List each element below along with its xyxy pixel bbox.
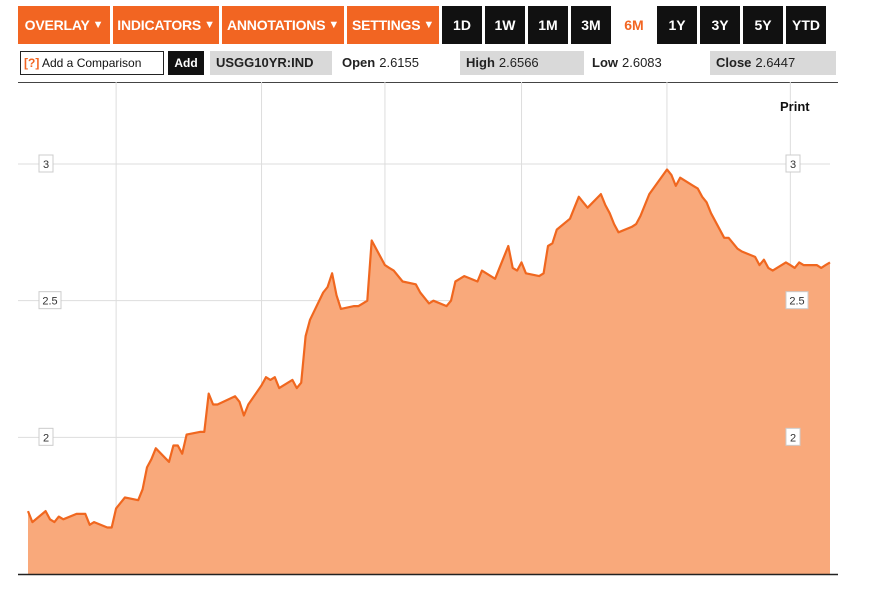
add-comparison-button[interactable]: Add	[168, 51, 204, 75]
range-3m-button[interactable]: 3M	[571, 6, 611, 44]
series-area	[28, 169, 830, 574]
close-stat: Close 2.6447	[710, 51, 836, 75]
caret-down-icon: ▼	[423, 19, 435, 31]
info-bar: [?] Add a Comparison Add USGG10YR:IND Op…	[18, 50, 838, 78]
range-6m-button[interactable]: 6M	[614, 6, 654, 44]
caret-down-icon: ▼	[92, 19, 104, 31]
y-tick-label-left: 2.5	[42, 296, 57, 308]
caret-down-icon: ▼	[204, 19, 215, 31]
low-stat: Low 2.6083	[586, 51, 708, 75]
y-tick-label-right: 2.5	[789, 296, 804, 308]
menu-label: ANNOTATIONS	[226, 17, 326, 33]
menu-indicators-button[interactable]: INDICATORS ▼	[113, 6, 219, 44]
menu-label: INDICATORS	[117, 17, 202, 33]
menu-label: SETTINGS	[351, 17, 421, 33]
low-label: Low	[592, 55, 618, 70]
print-button[interactable]: Print	[780, 99, 810, 114]
y-tick-label-left-box	[38, 154, 54, 173]
help-icon[interactable]: [?]	[24, 56, 40, 70]
series-line	[26, 168, 831, 529]
high-stat: High 2.6566	[460, 51, 584, 75]
menu-overlay-button[interactable]: OVERLAY ▼	[18, 6, 110, 44]
y-tick-label-right: 3	[790, 159, 796, 171]
y-tick-label-left-box	[38, 427, 54, 446]
y-tick-label-left-box	[38, 291, 62, 310]
y-tick-label-left: 2	[43, 432, 49, 444]
y-tick-label-right-box	[785, 291, 809, 310]
menu-label: OVERLAY	[24, 17, 90, 33]
chart-area: 222.52.533MAYJUNJULAUGSEPOCT Print	[18, 82, 838, 576]
range-1d-button[interactable]: 1D	[442, 6, 482, 44]
range-1w-button[interactable]: 1W	[485, 6, 525, 44]
high-value: 2.6566	[498, 55, 539, 70]
y-tick-label-right-box	[785, 154, 801, 173]
y-tick-label-left: 3	[43, 159, 49, 171]
y-tick-label-right-box	[785, 427, 801, 446]
open-label: Open	[342, 55, 376, 70]
toolbar: OVERLAY ▼ INDICATORS ▼ ANNOTATIONS ▼ SETTINGS ▼…	[18, 6, 826, 44]
comparison-placeholder: Add a Comparison	[42, 56, 142, 70]
price-chart[interactable]: 222.52.533MAYJUNJULAUGSEPOCT	[18, 82, 838, 576]
close-label: Close	[716, 55, 752, 70]
close-value: 2.6447	[755, 55, 796, 70]
open-value: 2.6155	[379, 55, 419, 70]
menu-annotations-button[interactable]: ANNOTATIONS ▼	[222, 6, 344, 44]
range-3y-button[interactable]: 3Y	[700, 6, 740, 44]
y-tick-label-right: 2	[790, 432, 796, 444]
high-label: High	[466, 55, 495, 70]
range-ytd-button[interactable]: YTD	[786, 6, 826, 44]
low-value: 2.6083	[622, 55, 662, 70]
open-stat: Open 2.6155	[336, 51, 454, 75]
range-5y-button[interactable]: 5Y	[743, 6, 783, 44]
range-1y-button[interactable]: 1Y	[657, 6, 697, 44]
add-comparison-input[interactable]: [?] Add a Comparison	[20, 51, 164, 75]
menu-settings-button[interactable]: SETTINGS ▼	[347, 6, 439, 44]
range-1m-button[interactable]: 1M	[528, 6, 568, 44]
ticker-symbol: USGG10YR:IND	[210, 51, 332, 75]
caret-down-icon: ▼	[328, 19, 340, 31]
